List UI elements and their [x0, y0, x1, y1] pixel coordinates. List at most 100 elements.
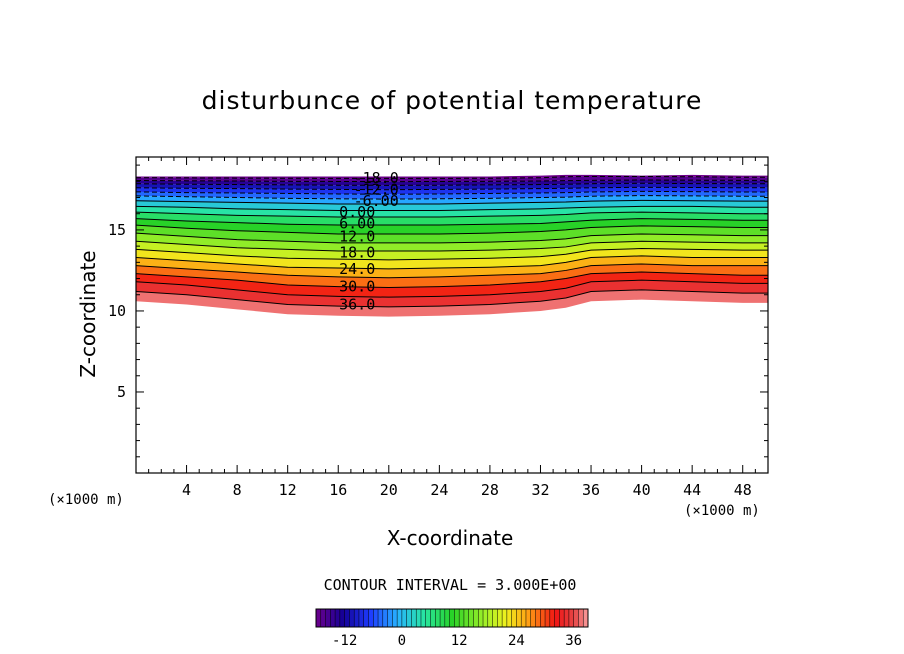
x-tick-label: 36: [582, 481, 600, 499]
colorbar-cell: [497, 609, 503, 627]
contour-line: [136, 175, 768, 179]
contour-lines: [136, 175, 768, 308]
contour-band: [136, 280, 768, 307]
colorbar-cell: [449, 609, 455, 627]
y-tick-label: 10: [108, 302, 126, 320]
contour-line: [136, 279, 768, 298]
contour-band: [136, 191, 768, 200]
contour-label: 0.00: [339, 203, 375, 221]
x-tick-label: 16: [329, 481, 347, 499]
colorbar-cell: [468, 609, 474, 627]
colorbar-cell: [578, 609, 584, 627]
colorbar-cell: [502, 609, 508, 627]
colorbar-cell: [430, 609, 436, 627]
colorbar-cell: [487, 609, 494, 627]
colorbar-cell: [425, 609, 432, 627]
contour-label: -12.0: [354, 180, 399, 198]
contour-band: [136, 218, 768, 234]
chart-title: disturbunce of potential temperature: [201, 86, 703, 115]
colorbar-cell: [368, 609, 374, 627]
colorbar-cell: [444, 609, 451, 627]
x-unit-left: (×1000 m): [48, 492, 124, 508]
colorbar-cell: [483, 609, 489, 627]
contour-band: [136, 233, 768, 251]
x-tick-label: 48: [734, 481, 752, 499]
x-tick-label: 24: [430, 481, 448, 499]
colorbar-cell: [373, 609, 379, 627]
colorbar-cell: [525, 609, 532, 627]
contour-band: [136, 272, 768, 298]
contour-label: 18.0: [339, 244, 375, 262]
colorbar-tick-label: 24: [508, 633, 525, 649]
colorbar-cell: [401, 609, 408, 627]
x-axis: 4 8 12 16 20 24 28 32 36 40 44 48: [148, 157, 756, 499]
colorbar-cell: [540, 609, 546, 627]
contour-line: [136, 224, 768, 235]
contour-line: [136, 190, 768, 195]
contour-band: [136, 183, 768, 190]
colorbar-cell: [440, 609, 446, 627]
colorbar-cell: [478, 609, 484, 627]
colorbar-cell: [411, 609, 417, 627]
colorbar-cell: [378, 609, 384, 627]
contour-band: [136, 212, 768, 226]
colorbar-cell: [545, 609, 551, 627]
contour-line: [136, 240, 768, 252]
colorbar-cell: [320, 609, 327, 627]
contour-line: [136, 179, 768, 183]
contour-band: [136, 174, 768, 179]
colorbar-cell: [382, 609, 389, 627]
colorbar-cell: [535, 609, 541, 627]
colorbar-cell: [492, 609, 498, 627]
x-unit-right: (×1000 m): [684, 503, 760, 519]
colorbar-cell: [530, 609, 537, 627]
colorbar-cell: [349, 609, 355, 627]
colorbar-cell: [344, 609, 350, 627]
contour-band: [136, 289, 768, 317]
contour-labels: -18.0-12.0-6.000.006.0012.018.024.030.03…: [339, 169, 399, 313]
contour-line: [136, 211, 768, 218]
contour-band: [136, 180, 768, 186]
contour-label: 36.0: [339, 295, 375, 313]
colorbar-tick-label: 0: [398, 633, 406, 649]
colorbar-cell: [416, 609, 422, 627]
contour-band: [136, 206, 768, 217]
contour-line: [136, 232, 768, 244]
colorbar-cell: [583, 609, 589, 627]
colorbar-cell: [406, 609, 412, 627]
colorbar-cell: [473, 609, 479, 627]
y-axis-label: Z-coordinate: [76, 250, 100, 378]
colorbar-cell: [511, 609, 517, 627]
colorbar-cell: [564, 609, 570, 627]
colorbar-tick-label: 12: [451, 633, 468, 649]
y-tick-label: 15: [108, 221, 126, 239]
contour-band: [136, 241, 768, 260]
contour-line: [136, 255, 768, 270]
contour-label: 24.0: [339, 260, 375, 278]
colorbar-cell: [506, 609, 513, 627]
colorbar-cell: [549, 609, 556, 627]
colorbar-cell: [397, 609, 403, 627]
colorbar-cell: [354, 609, 360, 627]
y-axis: 5 10 15: [108, 164, 768, 458]
x-tick-label: 8: [233, 481, 242, 499]
contour-line: [136, 195, 768, 200]
contour-line: [136, 248, 768, 261]
colorbar-cell: [521, 609, 527, 627]
contour-fills: [136, 174, 768, 317]
contour-band: [136, 187, 768, 195]
colorbar-cell: [339, 609, 346, 627]
contour-band: [136, 248, 768, 269]
x-tick-label: 28: [481, 481, 499, 499]
contour-label: 30.0: [339, 278, 375, 296]
contour-band: [136, 255, 768, 278]
colorbar-tick-label: 36: [565, 633, 582, 649]
colorbar-cell: [387, 609, 393, 627]
colorbar-cell: [330, 609, 336, 627]
contour-band: [136, 176, 768, 182]
y-tick-label: 5: [117, 383, 126, 401]
colorbar-cell: [568, 609, 575, 627]
x-axis-label: X-coordinate: [386, 526, 514, 550]
colorbar-cell: [459, 609, 465, 627]
colorbar-cell: [573, 609, 579, 627]
